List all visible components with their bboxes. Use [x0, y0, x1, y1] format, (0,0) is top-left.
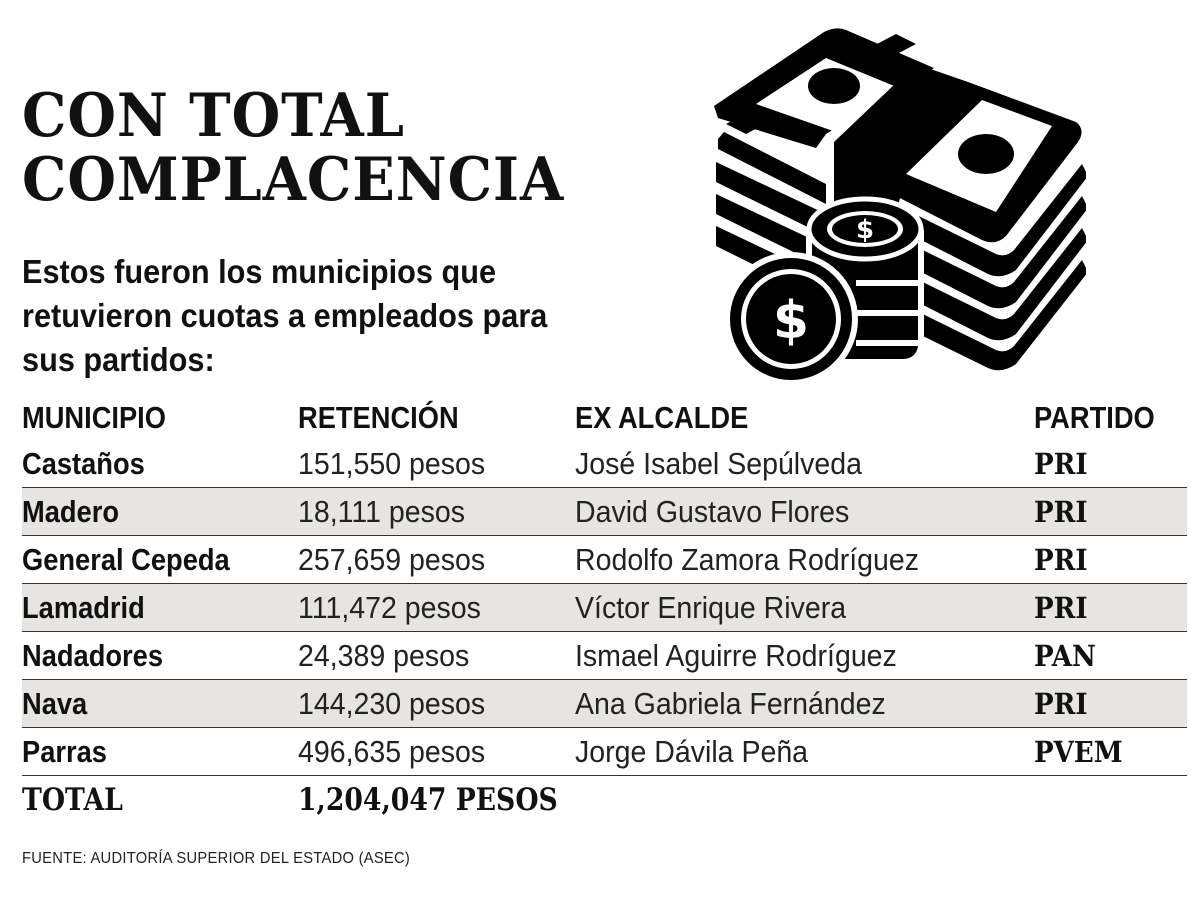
table-row: Madero 18,111 pesos David Gustavo Flores…: [22, 488, 1187, 536]
table-row: Nadadores 24,389 pesos Ismael Aguirre Ro…: [22, 632, 1187, 680]
retencion-cell: 18,111 pesos: [298, 494, 466, 529]
partido-cell: PRI: [1034, 687, 1088, 721]
retencion-cell: 257,659 pesos: [298, 542, 486, 577]
table-row: Lamadrid 111,472 pesos Víctor Enrique Ri…: [22, 584, 1187, 632]
ex-alcalde-cell: Ismael Aguirre Rodríguez: [575, 638, 897, 673]
svg-text:$: $: [773, 291, 809, 351]
ex-alcalde-cell: José Isabel Sepúlveda: [575, 446, 862, 481]
partido-cell: PRI: [1034, 543, 1088, 577]
ex-alcalde-cell: David Gustavo Flores: [575, 494, 850, 529]
header-ex-alcalde: EX ALCALDE: [575, 400, 749, 435]
municipio-cell: Nadadores: [22, 638, 164, 673]
title-line-2: COMPLACENCIA: [22, 145, 565, 215]
retencion-cell: 111,472 pesos: [298, 590, 481, 625]
ex-alcalde-cell: Rodolfo Zamora Rodríguez: [575, 542, 920, 577]
partido-cell: PAN: [1034, 639, 1096, 673]
municipio-cell: Nava: [22, 686, 88, 721]
partido-cell: PRI: [1034, 495, 1088, 529]
ex-alcalde-cell: Víctor Enrique Rivera: [575, 590, 847, 625]
partido-cell: PRI: [1034, 591, 1088, 625]
svg-text:$: $: [856, 215, 874, 245]
source-note: FUENTE: AUDITORÍA SUPERIOR DEL ESTADO (A…: [22, 850, 411, 867]
table-row: Nava 144,230 pesos Ana Gabriela Fernánde…: [22, 680, 1187, 728]
municipio-cell: Castaños: [22, 446, 145, 481]
retencion-cell: 496,635 pesos: [298, 734, 486, 769]
title-line-1: CON TOTAL: [22, 81, 405, 151]
ex-alcalde-cell: Ana Gabriela Fernández: [575, 686, 886, 721]
header-municipio: MUNICIPIO: [22, 400, 166, 435]
header-partido: PARTIDO: [1034, 400, 1155, 435]
retencion-cell: 24,389 pesos: [298, 638, 470, 673]
municipios-table: MUNICIPIO RETENCIÓN EX ALCALDE PARTIDO C…: [22, 394, 1187, 826]
table-row: Castaños 151,550 pesos José Isabel Sepúl…: [22, 440, 1187, 488]
retencion-cell: 144,230 pesos: [298, 686, 486, 721]
total-label: TOTAL: [22, 782, 123, 818]
page-title: CON TOTAL COMPLACENCIA: [22, 84, 564, 212]
subtitle: Estos fueron los municipios que retuvier…: [22, 253, 548, 378]
total-row: TOTAL 1,204,047 PESOS: [22, 776, 1187, 826]
municipio-cell: Parras: [22, 734, 107, 769]
partido-cell: PRI: [1034, 447, 1088, 481]
table-header-row: MUNICIPIO RETENCIÓN EX ALCALDE PARTIDO: [22, 394, 1187, 440]
ex-alcalde-cell: Jorge Dávila Peña: [575, 734, 809, 769]
partido-cell: PVEM: [1034, 735, 1123, 769]
municipio-cell: Madero: [22, 494, 120, 529]
municipio-cell: Lamadrid: [22, 590, 145, 625]
total-value: 1,204,047 PESOS: [298, 782, 558, 818]
header-retencion: RETENCIÓN: [298, 400, 459, 435]
table-row: General Cepeda 257,659 pesos Rodolfo Zam…: [22, 536, 1187, 584]
retencion-cell: 151,550 pesos: [298, 446, 486, 481]
money-stack-and-coins-icon: $ $: [714, 28, 1086, 384]
municipio-cell: General Cepeda: [22, 542, 230, 577]
table-row: Parras 496,635 pesos Jorge Dávila Peña P…: [22, 728, 1187, 776]
